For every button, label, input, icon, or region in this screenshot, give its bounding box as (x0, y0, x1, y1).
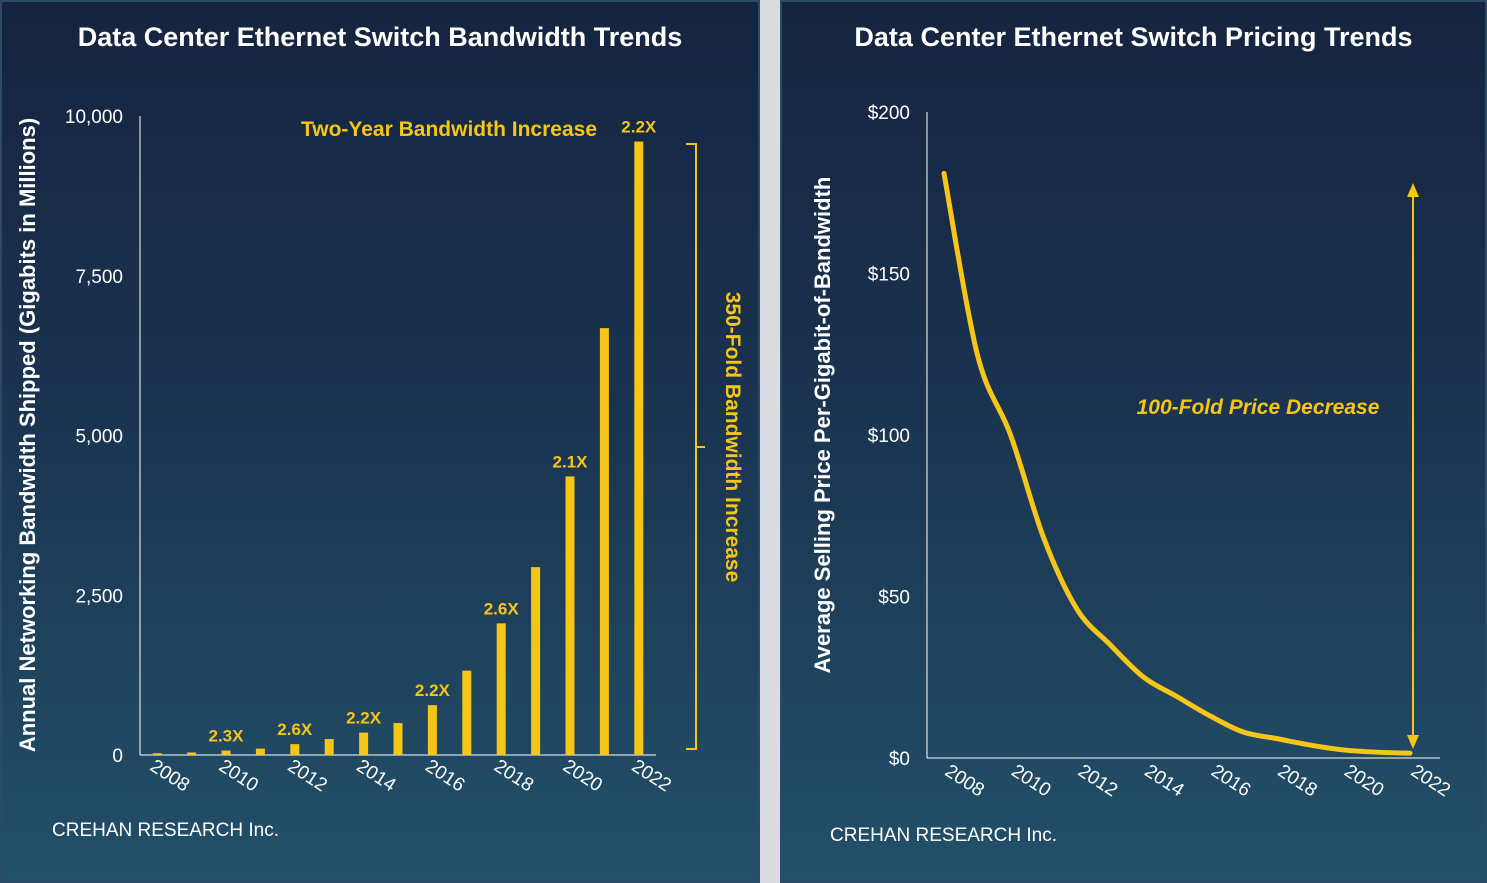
bar-growth-label: 2.1X (553, 452, 589, 471)
bar-2020 (565, 476, 575, 755)
x-tick-label: 2020 (559, 756, 606, 797)
bar-2016 (427, 705, 437, 755)
bar-growth-label: 2.2X (346, 709, 382, 728)
bar-2015 (393, 723, 403, 755)
x-tick-label: 2014 (1141, 761, 1188, 802)
bar-2014 (359, 732, 369, 755)
bar-2008 (152, 753, 162, 755)
bar-2022 (634, 141, 644, 755)
bar-growth-label: 2.2X (415, 681, 451, 700)
bandwidth-chart-title: Data Center Ethernet Switch Bandwidth Tr… (77, 22, 683, 52)
pricing-chart-title: Data Center Ethernet Switch Pricing Tren… (854, 22, 1413, 52)
bandwidth-y-axis-title: Annual Networking Bandwidth Shipped (Gig… (15, 118, 40, 752)
bar-2012 (290, 744, 300, 755)
bandwidth-chart-panel: Data Center Ethernet Switch Bandwidth Tr… (0, 0, 760, 883)
y-tick-label: 10,000 (65, 107, 123, 128)
price-series-line (941, 170, 1413, 756)
x-tick-label: 2018 (1274, 761, 1321, 802)
x-tick-label: 2010 (215, 756, 262, 797)
y-tick-label: 2,500 (75, 586, 123, 607)
bandwidth-bracket (686, 143, 705, 750)
bandwidth-chart-svg: 10,000 7,500 5,000 2,500 0 2.3X 2.6X 2.2X 2.2X 2… (15, 107, 744, 797)
y-tick-label: $50 (878, 588, 910, 609)
bar-2017 (462, 670, 472, 755)
bar-growth-label: 2.6X (484, 599, 520, 618)
y-tick-label: $150 (868, 265, 910, 286)
100-fold-annotation: 100-Fold Price Decrease (1137, 396, 1380, 419)
x-tick-label: 2016 (1207, 761, 1254, 802)
x-tick-label: 2010 (1008, 761, 1055, 802)
bar-growth-label: 2.6X (277, 720, 313, 739)
x-tick-label: 2008 (941, 761, 988, 802)
x-tick-label: 2020 (1340, 761, 1387, 802)
bar-2010 (221, 750, 231, 755)
y-tick-label: $100 (868, 426, 910, 447)
bar-growth-label: 2.3X (209, 727, 245, 746)
bar-2009 (187, 752, 197, 755)
bar-2011 (255, 748, 265, 755)
y-tick-label: $200 (868, 103, 910, 124)
x-tick-label: 2016 (421, 756, 468, 797)
x-tick-label: 2014 (353, 756, 400, 797)
bar-growth-label: 2.2X (621, 118, 657, 137)
350-fold-annotation: 350-Fold Bandwidth Increase (721, 292, 744, 583)
two-year-increase-annotation: Two-Year Bandwidth Increase (301, 118, 597, 141)
y-tick-label: 7,500 (75, 267, 123, 288)
bar-2013 (324, 739, 334, 755)
pricing-chart-panel: Data Center Ethernet Switch Pricing Tren… (780, 0, 1487, 883)
pricing-chart-svg: $200 $150 $100 $50 $0 2008 2010 2012 2014 2016 20… (810, 103, 1454, 802)
x-tick-label: 2018 (490, 756, 537, 797)
x-tick-label: 2022 (628, 756, 675, 797)
x-tick-label: 2022 (1407, 761, 1454, 802)
x-tick-label: 2012 (1074, 761, 1121, 802)
pricing-source-label: CREHAN RESEARCH Inc. (830, 825, 1057, 846)
y-tick-label: 5,000 (75, 427, 123, 448)
y-tick-label: $0 (889, 749, 910, 770)
bar-2018 (496, 623, 506, 755)
x-tick-label: 2008 (146, 756, 193, 797)
bandwidth-source-label: CREHAN RESEARCH Inc. (52, 820, 279, 841)
y-tick-label: 0 (112, 746, 123, 767)
bar-2021 (599, 328, 609, 755)
x-tick-label: 2012 (284, 756, 331, 797)
pricing-y-axis-title-visible: Average Selling Price Per-Gigabit-of-Ban… (810, 177, 835, 674)
price-decrease-arrow (1407, 183, 1419, 749)
bar-2019 (531, 567, 541, 755)
